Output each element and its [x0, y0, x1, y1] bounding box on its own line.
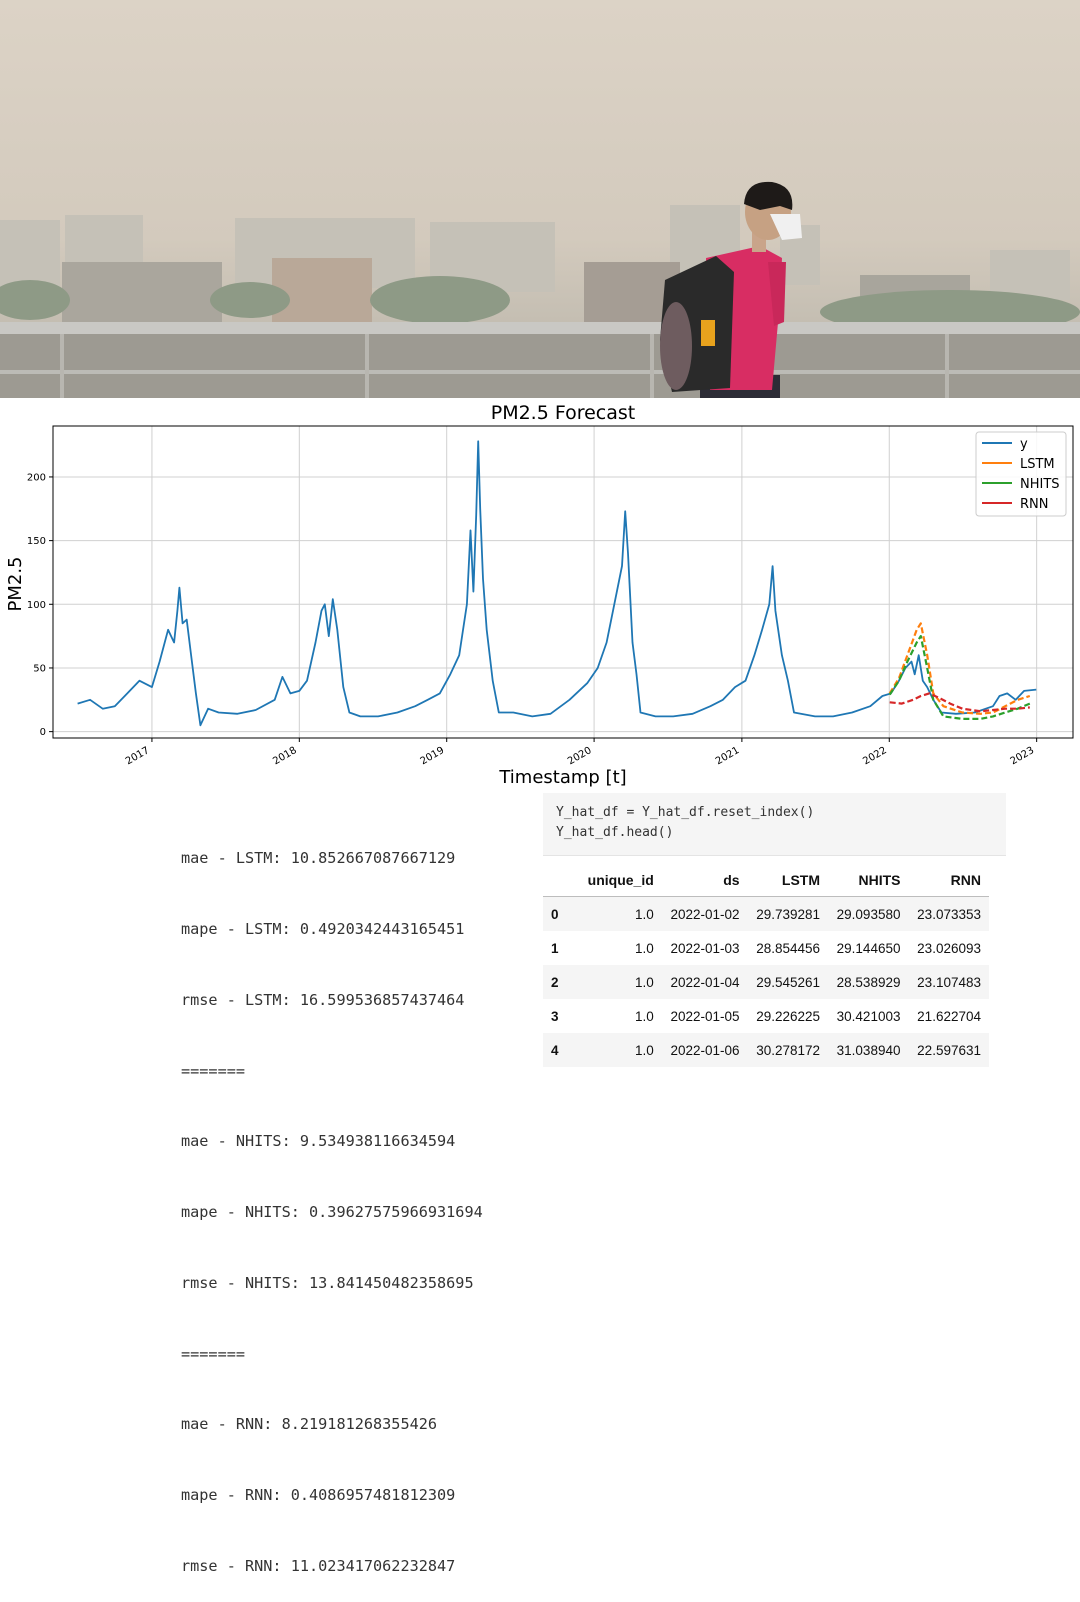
- code-cell[interactable]: Y_hat_df = Y_hat_df.reset_index() Y_hat_…: [543, 793, 1006, 856]
- row-index: 4: [543, 1033, 579, 1067]
- x-tick-label: 2019: [419, 745, 447, 767]
- row-index: 0: [543, 896, 579, 931]
- railing-posts: [60, 334, 949, 398]
- table-cell: 2022-01-02: [661, 896, 748, 931]
- table-cell: 29.226225: [756, 1008, 821, 1024]
- y-tick-label: 200: [27, 472, 46, 483]
- y-axis-label: PM2.5: [5, 556, 26, 611]
- table-cell: 29.739281: [747, 896, 829, 931]
- metric-line: mape - LSTM: 0.4920342443165451: [181, 919, 465, 938]
- metric-line: mape - NHITS: 0.39627575966931694: [181, 1203, 483, 1222]
- person-with-mask: [660, 181, 802, 398]
- railing-top: [0, 322, 1080, 334]
- series-line-nhits: [888, 635, 1031, 720]
- y-tick-label: 100: [27, 600, 46, 611]
- table-cell: 23.073353: [908, 896, 989, 931]
- metric-line: mae - LSTM: 10.852667087667129: [181, 849, 456, 868]
- table-cell: 28.538929: [828, 965, 909, 999]
- row-index: 2: [543, 965, 579, 999]
- table-cell: 2022-01-04: [661, 965, 748, 999]
- index-header: [543, 864, 579, 897]
- table-cell: 1.0: [579, 965, 662, 999]
- series-line-rnn: [889, 692, 1030, 713]
- legend-label-lstm: LSTM: [1020, 457, 1055, 472]
- lower-city: [0, 324, 1080, 398]
- table-row: 0 1.0 2022-01-02 29.739281 29.093580 23.…: [543, 896, 989, 931]
- metric-line: rmse - NHITS: 13.841450482358695: [181, 1273, 474, 1292]
- code-line: Y_hat_df.head(): [556, 825, 674, 840]
- table-cell: 2022-01-05: [670, 1008, 740, 1024]
- x-tick-label: 2023: [1009, 745, 1037, 767]
- column-header: unique_id: [579, 864, 662, 897]
- table-row: 4 1.0 2022-01-06 30.278172 31.038940 22.…: [543, 1033, 989, 1067]
- series-line-lstm: [888, 622, 1031, 715]
- code-line: Y_hat_df = Y_hat_df.reset_index(): [556, 805, 815, 820]
- metric-line: mae - NHITS: 9.534938116634594: [181, 1132, 456, 1151]
- table-cell: 22.597631: [908, 1033, 989, 1067]
- series-line-y: [77, 440, 1037, 727]
- table-cell: 28.854456: [756, 940, 821, 956]
- pm25-forecast-chart: PM2.5 Forecast 2017 2018 2019 2020 2021 2022 2…: [5, 402, 1074, 788]
- railing-rail: [0, 370, 1080, 374]
- axis-ticks: 2017 2018 2019 2020 2021 2022 2023 0 50 100 150 200: [27, 472, 1038, 767]
- separator-line: =======: [181, 1344, 246, 1363]
- chart-legend: y LSTM NHITS RNN: [975, 431, 1067, 517]
- table-cell: 23.107483: [908, 965, 989, 999]
- x-tick-label: 2021: [714, 745, 742, 767]
- metric-line: mae - RNN: 8.219181268355426: [181, 1415, 438, 1434]
- legend-box: [975, 431, 1067, 517]
- table-cell: 1.0: [635, 940, 654, 956]
- column-header: LSTM: [747, 864, 829, 897]
- x-tick-label: 2017: [124, 745, 152, 767]
- grid: [53, 426, 1073, 738]
- column-header: RNN: [908, 864, 989, 897]
- table-row: 2 1.0 2022-01-04 29.545261 28.538929 23.…: [543, 965, 989, 999]
- table-cell: 29.545261: [747, 965, 829, 999]
- table-cell: 30.421003: [836, 1008, 901, 1024]
- metric-line: rmse - RNN: 11.023417062232847: [181, 1557, 456, 1575]
- legend-label-nhits: NHITS: [1020, 477, 1060, 492]
- metrics-output: mae - LSTM: 10.852667087667129 mape - LS…: [181, 800, 541, 1602]
- table-cell: 2022-01-06: [661, 1033, 748, 1067]
- x-tick-label: 2020: [566, 745, 594, 767]
- dataframe-table: unique_id ds LSTM NHITS RNN 0 1.0 2022-0…: [543, 864, 989, 1067]
- hazy-city-photo: [0, 0, 1080, 398]
- row-index: 1: [551, 940, 559, 956]
- table-header-row: unique_id ds LSTM NHITS RNN: [543, 864, 989, 897]
- metric-line: rmse - LSTM: 16.599536857437464: [181, 990, 465, 1009]
- table-cell: 23.026093: [917, 940, 981, 956]
- table-cell: 2022-01-03: [670, 940, 740, 956]
- chart-title: PM2.5 Forecast: [491, 402, 636, 424]
- table-cell: 29.144650: [836, 940, 901, 956]
- column-header: NHITS: [828, 864, 909, 897]
- x-tick-label: 2022: [861, 745, 889, 767]
- separator-line: =======: [181, 1061, 246, 1080]
- table-cell: 30.278172: [747, 1033, 829, 1067]
- legend-label-rnn: RNN: [1020, 497, 1048, 512]
- table-cell: 29.093580: [828, 896, 909, 931]
- plot-lines: [77, 440, 1037, 727]
- legend-label-y: y: [1020, 437, 1028, 452]
- table-cell: 1.0: [635, 1008, 654, 1024]
- x-axis-label: Timestamp [t]: [498, 767, 626, 788]
- table-row: 3 1.0 2022-01-05 29.226225 30.421003 21.…: [543, 999, 989, 1033]
- table-cell: 31.038940: [828, 1033, 909, 1067]
- row-index: 3: [551, 1008, 559, 1024]
- plot-area-frame: [52, 425, 1074, 739]
- y-tick-label: 50: [33, 663, 46, 674]
- column-header: ds: [661, 864, 748, 897]
- y-tick-label: 150: [27, 536, 46, 547]
- table-row: 1 1.0 2022-01-03 28.854456 29.144650 23.…: [543, 931, 989, 965]
- x-tick-label: 2018: [271, 745, 299, 767]
- table-cell: 1.0: [579, 896, 662, 931]
- table-cell: 1.0: [579, 1033, 662, 1067]
- table-cell: 21.622704: [917, 1008, 981, 1024]
- y-tick-label: 0: [40, 727, 46, 738]
- metric-line: mape - RNN: 0.4086957481812309: [181, 1486, 456, 1505]
